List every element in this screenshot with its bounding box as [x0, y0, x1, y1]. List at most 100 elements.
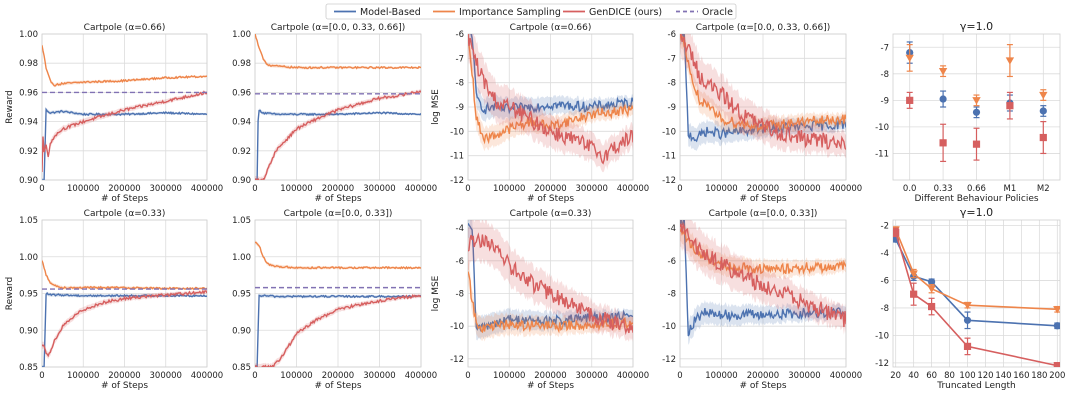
marker-importance-sampling: [972, 97, 981, 105]
y-tick-label: -7: [881, 43, 889, 53]
y-tick-label: -8: [668, 290, 676, 300]
chart-title: Cartpole (α=[0.0, 0.33]): [709, 209, 818, 219]
x-tick-label: 400000: [617, 371, 649, 381]
chart-title: γ=1.0: [960, 206, 993, 219]
y-tick-label: -4: [456, 224, 464, 234]
y-tick-label: 0.98: [232, 59, 251, 69]
series-gendice-ours: [468, 34, 633, 165]
series-gendice-ours: [42, 90, 207, 173]
y-tick-label: -8: [881, 70, 889, 80]
plot-frame: [892, 219, 1061, 368]
series-model-based: [255, 294, 421, 367]
marker-importance-sampling: [963, 301, 972, 310]
y-tick-label: 0.90: [19, 326, 38, 336]
y-tick-label: -12: [450, 355, 464, 365]
confidence-band-gendice-ours: [42, 289, 207, 360]
y-tick-label: -10: [875, 331, 889, 341]
x-tick-label: 400000: [191, 184, 223, 194]
y-tick-label: -8: [881, 304, 889, 314]
y-tick-label: 0.90: [232, 326, 251, 336]
series-importance-sampling: [255, 34, 421, 70]
marker-gendice-ours: [910, 290, 918, 298]
y-tick-label: 0.85: [19, 363, 38, 373]
y-tick-label: -11: [450, 152, 464, 162]
x-tick-label: 0: [465, 184, 470, 194]
x-tick-label: 400000: [617, 184, 649, 194]
x-tick-label: 0: [39, 184, 44, 194]
confidence-band-model-based: [42, 107, 207, 180]
legend: Model-Based Importance Sampling GenDICE …: [325, 3, 737, 20]
marker-gendice-ours: [928, 302, 936, 311]
y-tick-label: 0.98: [19, 59, 38, 69]
x-tick-label: 0.66: [967, 184, 986, 194]
x-tick-label: 160: [1013, 371, 1029, 381]
y-tick-label: 0.95: [232, 290, 251, 300]
confidence-band-model-based: [680, 34, 846, 151]
y-axis-label: Reward: [5, 90, 15, 124]
plot-frame: [679, 33, 847, 181]
y-tick-label: -2: [881, 221, 889, 231]
y-tick-label: -10: [450, 322, 464, 332]
plot-series: [255, 34, 421, 180]
x-tick-label: 100000: [493, 184, 525, 194]
marker-importance-sampling: [1005, 57, 1015, 65]
x-tick-label: 0.0: [903, 184, 917, 194]
x-tick-label: 200000: [322, 371, 354, 381]
confidence-band-gendice-ours: [680, 34, 846, 158]
y-tick-label: 0.85: [232, 363, 251, 373]
y-tick-label: -7: [668, 54, 676, 64]
x-tick-label: 400000: [405, 371, 437, 381]
confidence-band-importance-sampling: [468, 34, 633, 152]
y-tick-label: -12: [662, 176, 676, 186]
confidence-band-importance-sampling: [680, 34, 846, 138]
y-tick-label: 1.05: [232, 216, 251, 226]
x-tick-label: 400000: [405, 184, 437, 194]
x-axis-label: # of Steps: [739, 194, 786, 204]
marker-gendice-ours: [1006, 102, 1014, 110]
y-tick-label: 0.96: [19, 88, 38, 98]
plot-series: [680, 34, 846, 158]
plot-series: [893, 226, 1060, 367]
plot-frame: [41, 219, 208, 368]
x-tick-label: 100000: [705, 371, 737, 381]
y-tick-label: 1.00: [232, 30, 251, 40]
x-tick-label: 100: [959, 371, 975, 381]
series-importance-sampling: [42, 45, 207, 87]
x-tick-label: 20: [890, 371, 901, 381]
chart-r2c5: -12 -10 -8 -6 -4 -2 20 40 60 80 100 120 140 160 180 200…: [875, 206, 1065, 391]
y-tick-label: 0.95: [19, 290, 38, 300]
y-tick-label: -8: [456, 290, 464, 300]
y-tick-label: 0.92: [19, 147, 38, 157]
plot-frame: [679, 219, 847, 368]
series-gendice-ours: [255, 90, 421, 180]
x-axis-label: # of Steps: [101, 381, 148, 391]
x-tick-label: 300000: [576, 371, 608, 381]
series-importance-sampling: [42, 260, 207, 291]
x-axis-label: # of Steps: [739, 381, 786, 391]
plot-series: [255, 240, 421, 367]
x-tick-label: 200: [1049, 371, 1065, 381]
x-tick-label: 0: [39, 371, 44, 381]
chart-r1c2: 0.90 0.92 0.94 0.96 0.98 1.00 0 100000 200000 300…: [232, 23, 437, 204]
y-tick-label: -9: [881, 96, 889, 106]
series-model-based: [680, 34, 846, 143]
y-tick-label: -10: [662, 322, 676, 332]
marker-gendice-ours: [893, 228, 900, 236]
marker-gendice-ours: [1039, 133, 1047, 142]
marker-model-based: [972, 108, 981, 116]
x-tick-label: 0.33: [934, 184, 953, 194]
x-tick-label: 200000: [108, 371, 140, 381]
y-tick-label: -9: [456, 103, 464, 113]
chart-title: Cartpole (α=0.33): [510, 209, 592, 219]
series-importance-sampling: [468, 34, 633, 145]
x-axis-label: # of Steps: [314, 194, 361, 204]
series-model-based: [255, 109, 421, 180]
x-tick-label: 0: [677, 371, 682, 381]
x-axis-label: # of Steps: [314, 381, 361, 391]
marker-gendice-ours: [972, 140, 981, 148]
y-tick-label: -8: [668, 79, 676, 89]
y-tick-label: 0.92: [232, 147, 251, 157]
series-model-based: [42, 107, 207, 180]
y-tick-label: -6: [456, 30, 464, 40]
